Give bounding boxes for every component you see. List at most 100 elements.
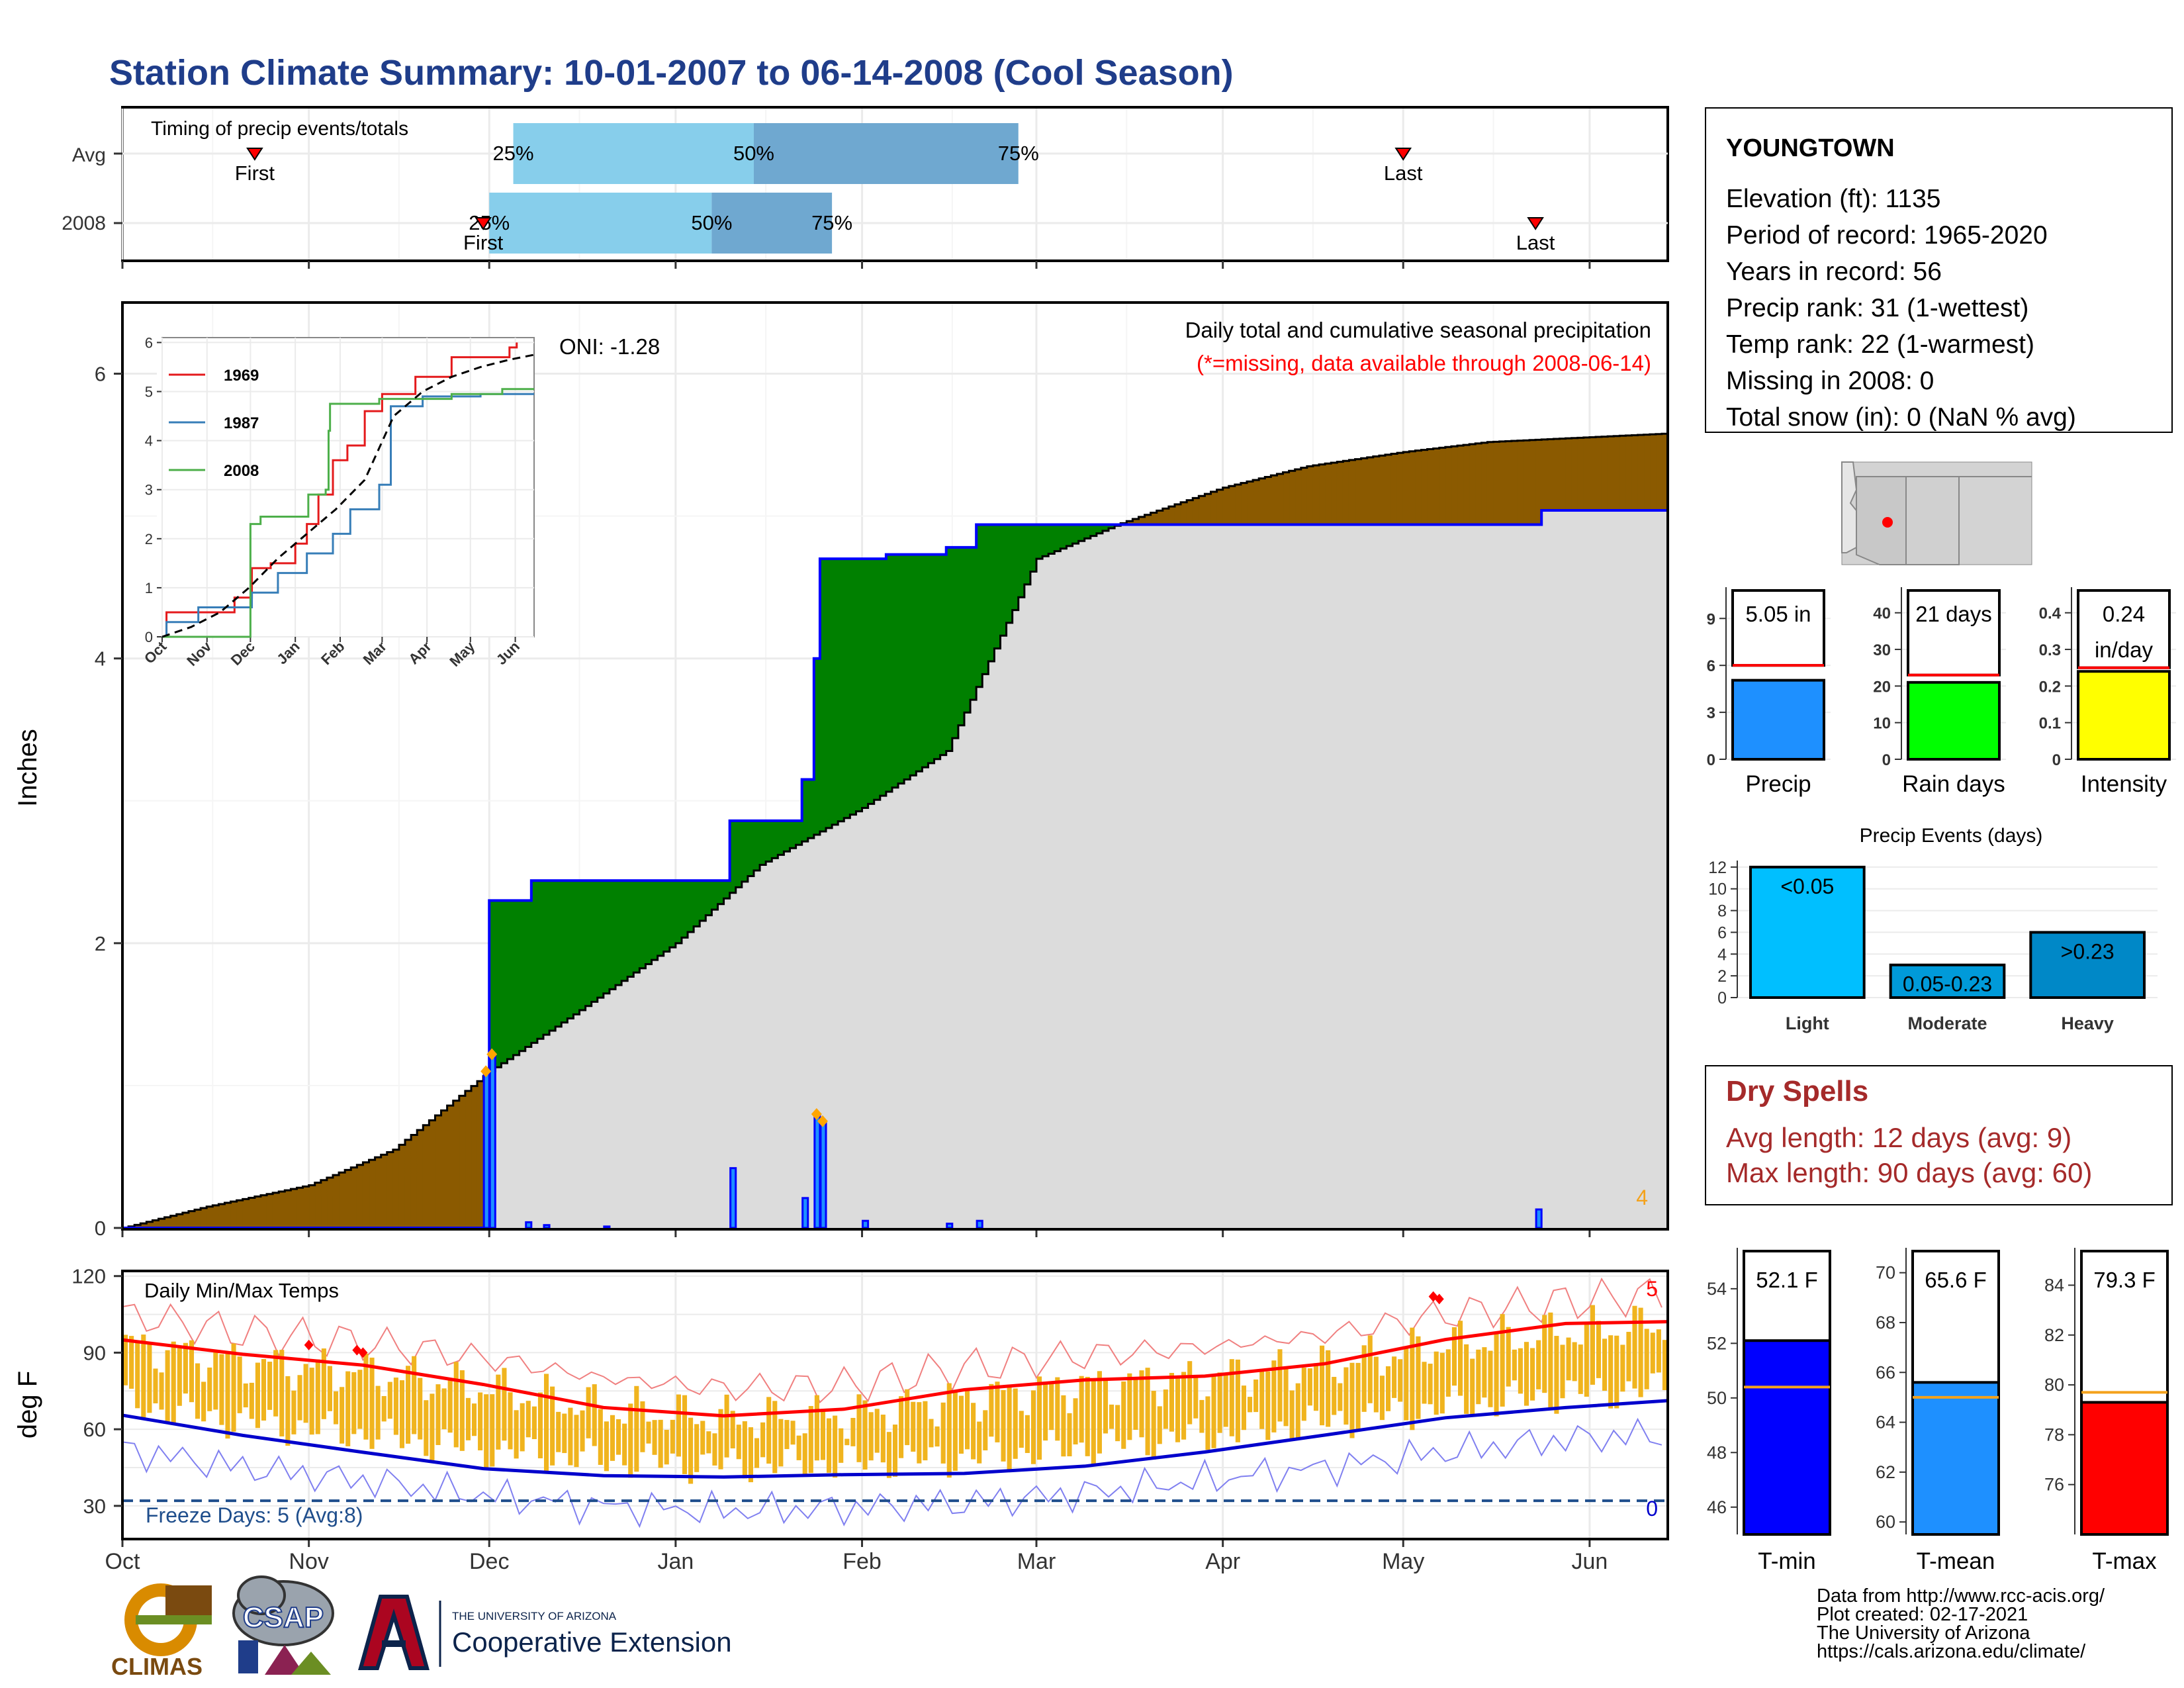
daily-temp-bar [1566, 1337, 1571, 1381]
daily-temp-bar [267, 1362, 273, 1410]
daily-temp-bar [1043, 1383, 1048, 1441]
daily-temp-bar [1289, 1390, 1295, 1440]
temp-summary-ytick-label: 46 [1707, 1497, 1727, 1517]
station-info-line: Elevation (ft): 1135 [1726, 185, 1940, 213]
daily-temp-bar [171, 1341, 176, 1424]
missing-data-marker [817, 1115, 828, 1127]
station-location-dot [1882, 517, 1893, 528]
events-bar-label: <0.05 [1780, 874, 1834, 898]
daily-temp-bar [946, 1383, 952, 1478]
summary-bar-label-box [1731, 589, 1825, 667]
daily-temp-bar [261, 1359, 267, 1421]
daily-temp-bar [1163, 1389, 1168, 1429]
daily-temp-bar [622, 1423, 627, 1466]
csap-wordmark: CSAP [243, 1601, 324, 1634]
timing-bar-25-50 [489, 193, 712, 254]
temp-summary-ytick-label: 66 [1876, 1362, 1895, 1382]
daily-temp-bar [610, 1415, 615, 1461]
temp-ytick-label: 120 [71, 1265, 106, 1288]
daily-temp-bar [1295, 1383, 1300, 1440]
temp-summary-ytick-label: 76 [2044, 1475, 2064, 1495]
daily-temp-bar [1439, 1352, 1445, 1414]
daily-temp-bar [1506, 1327, 1511, 1387]
temp-summary-ytick-label: 80 [2044, 1375, 2064, 1395]
daily-temp-bar [868, 1412, 874, 1461]
daily-temp-bar [273, 1350, 279, 1417]
daily-temp-bar [1476, 1349, 1481, 1405]
daily-temp-bar [459, 1370, 465, 1451]
first-label: First [235, 162, 275, 185]
ua-logo: THE UNIVERSITY OF ARIZONA Cooperative Ex… [358, 1595, 732, 1670]
daily-temp-bar [1373, 1356, 1379, 1413]
events-ytick-label: 2 [1717, 967, 1727, 986]
daily-temp-bar [1193, 1374, 1199, 1419]
daily-precip-bar [603, 1225, 611, 1229]
dry-spells-max: Max length: 90 days (avg: 60) [1726, 1157, 2092, 1188]
daily-temp-bar [772, 1401, 778, 1474]
timing-bar-50-75 [711, 193, 833, 254]
temp-ylabel: deg F [13, 1371, 42, 1438]
record-low-line [122, 1417, 1662, 1528]
daily-temp-bar [1307, 1368, 1312, 1406]
temp-summary-ytick-label: 52 [1707, 1333, 1727, 1353]
inset-series-line-1987 [162, 393, 534, 638]
month-label: Mar [1017, 1549, 1056, 1574]
inset-ytick-label: 1 [145, 580, 153, 596]
daily-temp-bar [568, 1407, 573, 1466]
precip-panel: 0 2 4 6 Inches Daily total and cumulative s… [13, 301, 1669, 1240]
daily-temp-bar [1608, 1335, 1614, 1409]
daily-temp-bar [502, 1368, 507, 1441]
daily-temp-bar [490, 1394, 495, 1467]
month-label: Nov [289, 1549, 328, 1574]
daily-temp-bar [1620, 1344, 1625, 1392]
daily-temp-bar [784, 1420, 790, 1450]
climas-logo: CLIMAS [111, 1583, 212, 1680]
arizona-map [1841, 461, 2032, 565]
daily-temp-bar [1451, 1327, 1457, 1386]
daily-temp-bar [1572, 1342, 1577, 1382]
temp-panel: 30 60 90 120 deg F Daily Min/Max Temps Free… [13, 1265, 1669, 1574]
average-cumulative-line [122, 432, 1669, 1229]
daily-temp-bar [357, 1370, 363, 1429]
daily-temp-bar [820, 1411, 826, 1460]
inset-ytick-label: 0 [145, 629, 153, 645]
inset-series-line-2008 [162, 388, 534, 638]
daily-temp-bar [1103, 1380, 1109, 1434]
daily-temp-bar [225, 1353, 230, 1439]
daily-temp-bar [1482, 1347, 1487, 1398]
summary-ytick-label: 20 [1873, 678, 1891, 696]
summary-ytick-label: 0.3 [2039, 641, 2061, 659]
daily-temp-bar [1398, 1359, 1403, 1402]
daily-temp-bar [1578, 1344, 1583, 1394]
summary-bar-value-label: 0.24 [2103, 602, 2145, 626]
inset-legend-label: 1987 [224, 414, 259, 432]
daily-temp-bar [453, 1362, 459, 1448]
daily-temp-bar [255, 1362, 260, 1429]
daily-temp-bar [1662, 1340, 1667, 1391]
precip-corner-count: 4 [1636, 1186, 1648, 1209]
daily-temp-bar [424, 1400, 429, 1456]
temp-summary-value-label: 52.1 F [1756, 1268, 1818, 1292]
temp-summary-ytick-label: 68 [1876, 1313, 1895, 1333]
daily-temp-bar [387, 1382, 392, 1419]
daily-temp-bar [742, 1421, 747, 1479]
daily-temp-bar [1133, 1378, 1138, 1430]
daily-temp-bar [958, 1395, 964, 1454]
daily-temp-bar [1283, 1367, 1289, 1427]
daily-temp-bar [634, 1385, 639, 1472]
temp-summary-ytick-label: 60 [1876, 1512, 1895, 1532]
timing-panel: 25% 50% 75% First Last 25% 50% 75% First Last Tim… [62, 106, 1669, 269]
summary-ytick-label: 30 [1873, 641, 1891, 659]
temp-ytick-label: 60 [83, 1418, 106, 1441]
events-bar-Moderate [1889, 963, 2006, 999]
daily-temp-bar [1121, 1381, 1126, 1449]
daily-temp-bar [1404, 1347, 1409, 1421]
daily-temp-bar [905, 1389, 910, 1446]
daily-temp-bar [243, 1383, 248, 1408]
precip-title: Daily total and cumulative seasonal prec… [1185, 318, 1651, 342]
daily-temp-bar [1458, 1321, 1463, 1396]
daily-temp-bar [351, 1372, 357, 1434]
daily-temp-bar [1320, 1345, 1325, 1426]
temp-summary-category: T-mean [1917, 1548, 1995, 1574]
month-label: Oct [105, 1549, 140, 1574]
